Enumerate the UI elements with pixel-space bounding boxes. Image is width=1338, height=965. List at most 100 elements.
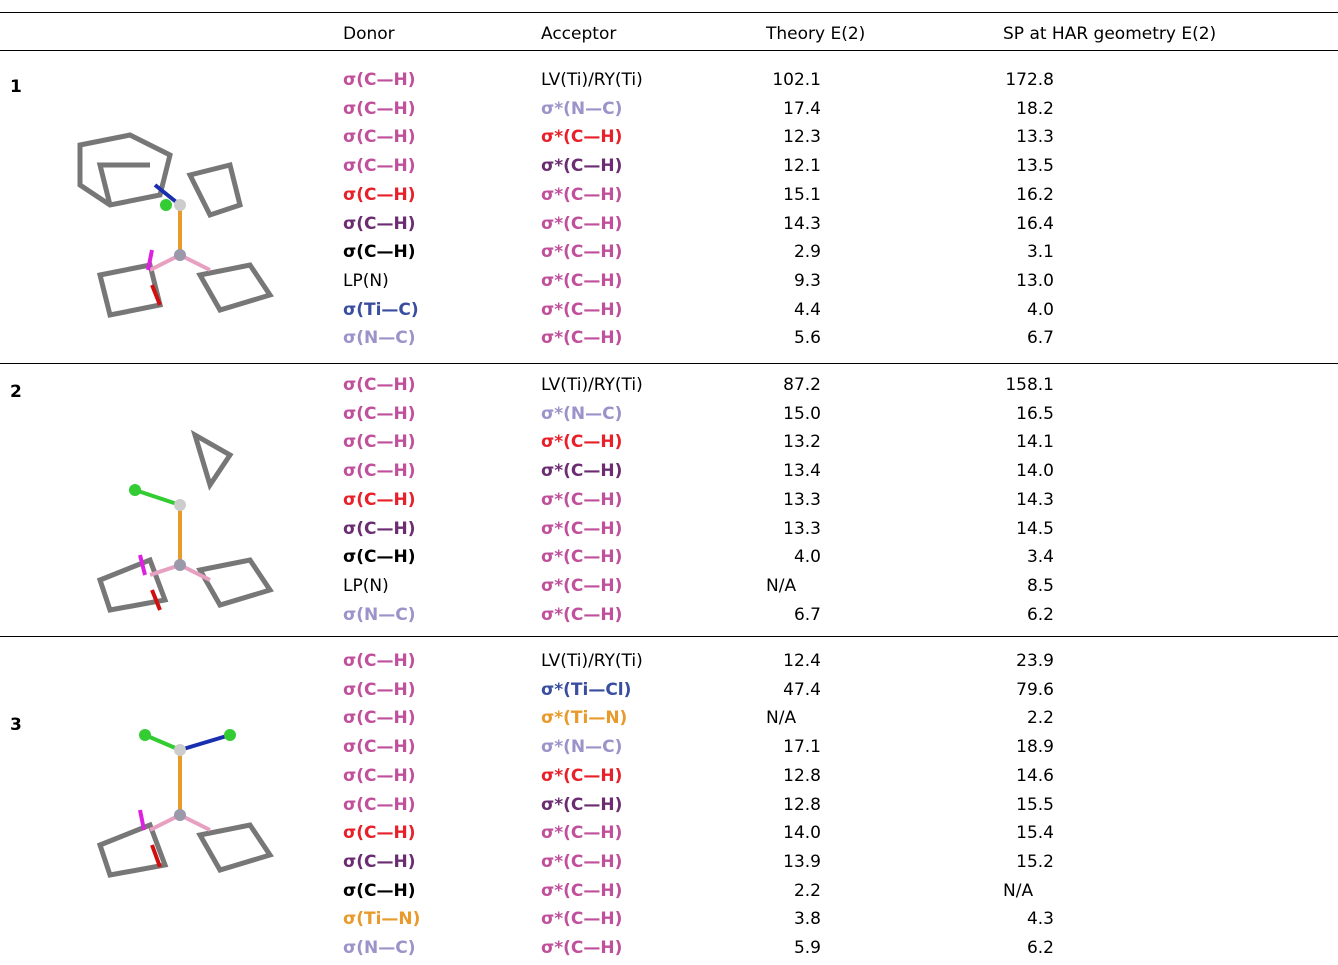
acceptor: σ*(C—H) [541, 490, 622, 510]
molecule-image [40, 400, 290, 630]
acceptor: σ*(N—C) [541, 99, 622, 119]
acceptor: σ*(C—H) [541, 328, 622, 348]
acceptor: σ*(C—H) [541, 795, 622, 815]
theory-value: 17.4 [783, 99, 821, 119]
donor: σ(C—H) [343, 404, 415, 424]
theory-value: 13.4 [783, 461, 821, 481]
donor: σ(C—H) [343, 737, 415, 757]
theory-value: 12.4 [783, 651, 821, 671]
donor: σ(C—H) [343, 432, 415, 452]
acceptor: LV(Ti)/RY(Ti) [541, 651, 643, 671]
molecule-image [40, 105, 290, 335]
theory-value: 12.3 [783, 127, 821, 147]
donor: σ(N—C) [343, 938, 415, 958]
acceptor: σ*(C—H) [541, 127, 622, 147]
sp-value: 14.0 [1016, 461, 1054, 481]
column-header: Donor [343, 24, 395, 44]
acceptor: σ*(C—H) [541, 519, 622, 539]
rule [0, 363, 1338, 364]
acceptor: σ*(C—H) [541, 156, 622, 176]
sp-value: 16.4 [1016, 214, 1054, 234]
acceptor: σ*(C—H) [541, 576, 622, 596]
donor: σ(C—H) [343, 375, 415, 395]
donor: σ(C—H) [343, 461, 415, 481]
theory-value: 5.9 [794, 938, 821, 958]
page: Donor Acceptor Theory E(2) SP at HAR geomet… [0, 0, 1338, 965]
sp-value: 16.2 [1016, 185, 1054, 205]
group-label: 1 [10, 77, 22, 97]
acceptor: σ*(C—H) [541, 881, 622, 901]
donor: σ(C—H) [343, 547, 415, 567]
sp-value: 2.2 [1027, 708, 1054, 728]
donor: σ(Ti—N) [343, 909, 420, 929]
group-label: 2 [10, 382, 22, 402]
donor: σ(C—H) [343, 708, 415, 728]
theory-value: 13.9 [783, 852, 821, 872]
sp-value: 13.0 [1016, 271, 1054, 291]
theory-value: 5.6 [794, 328, 821, 348]
theory-value: 13.3 [783, 519, 821, 539]
sp-value: 3.1 [1027, 242, 1054, 262]
theory-value: 87.2 [783, 375, 821, 395]
acceptor: σ*(C—H) [541, 938, 622, 958]
theory-value: 13.3 [783, 490, 821, 510]
sp-value: 172.8 [1005, 70, 1054, 90]
sp-value: 23.9 [1016, 651, 1054, 671]
donor: σ(C—H) [343, 185, 415, 205]
sp-value: 6.2 [1027, 938, 1054, 958]
donor: σ(C—H) [343, 651, 415, 671]
theory-value: 12.8 [783, 766, 821, 786]
theory-value: N/A [766, 576, 796, 596]
acceptor: σ*(C—H) [541, 432, 622, 452]
acceptor: σ*(Ti—N) [541, 708, 627, 728]
theory-value: 4.0 [794, 547, 821, 567]
column-header: Theory E(2) [766, 24, 865, 44]
column-header: SP at HAR geometry E(2) [1003, 24, 1216, 44]
theory-value: 12.1 [783, 156, 821, 176]
acceptor: σ*(C—H) [541, 766, 622, 786]
theory-value: 6.7 [794, 605, 821, 625]
sp-value: 13.5 [1016, 156, 1054, 176]
theory-value: 4.4 [794, 300, 821, 320]
rule [0, 12, 1338, 13]
sp-value: 18.9 [1016, 737, 1054, 757]
acceptor: σ*(C—H) [541, 300, 622, 320]
donor: σ(Ti—C) [343, 300, 419, 320]
donor: σ(C—H) [343, 99, 415, 119]
theory-value: 2.9 [794, 242, 821, 262]
donor: σ(N—C) [343, 328, 415, 348]
donor: σ(C—H) [343, 852, 415, 872]
theory-value: 13.2 [783, 432, 821, 452]
sp-value: 14.6 [1016, 766, 1054, 786]
sp-value: 16.5 [1016, 404, 1054, 424]
theory-value: 47.4 [783, 680, 821, 700]
rule [0, 50, 1338, 51]
column-header: Acceptor [541, 24, 616, 44]
sp-value: 3.4 [1027, 547, 1054, 567]
sp-value: 18.2 [1016, 99, 1054, 119]
theory-value: 14.0 [783, 823, 821, 843]
theory-value: 3.8 [794, 909, 821, 929]
acceptor: σ*(C—H) [541, 214, 622, 234]
acceptor: σ*(C—H) [541, 909, 622, 929]
theory-value: 15.0 [783, 404, 821, 424]
theory-value: 14.3 [783, 214, 821, 234]
donor: σ(C—H) [343, 127, 415, 147]
donor: σ(N—C) [343, 605, 415, 625]
theory-value: 9.3 [794, 271, 821, 291]
theory-value: 102.1 [772, 70, 821, 90]
sp-value: 15.4 [1016, 823, 1054, 843]
acceptor: σ*(N—C) [541, 737, 622, 757]
acceptor: σ*(C—H) [541, 823, 622, 843]
acceptor: LV(Ti)/RY(Ti) [541, 70, 643, 90]
donor: σ(C—H) [343, 156, 415, 176]
sp-value: 158.1 [1005, 375, 1054, 395]
donor: σ(C—H) [343, 242, 415, 262]
sp-value: 14.1 [1016, 432, 1054, 452]
theory-value: N/A [766, 708, 796, 728]
sp-value: N/A [1003, 881, 1033, 901]
donor: σ(C—H) [343, 766, 415, 786]
acceptor: σ*(C—H) [541, 547, 622, 567]
group-label: 3 [10, 715, 22, 735]
donor: σ(C—H) [343, 823, 415, 843]
